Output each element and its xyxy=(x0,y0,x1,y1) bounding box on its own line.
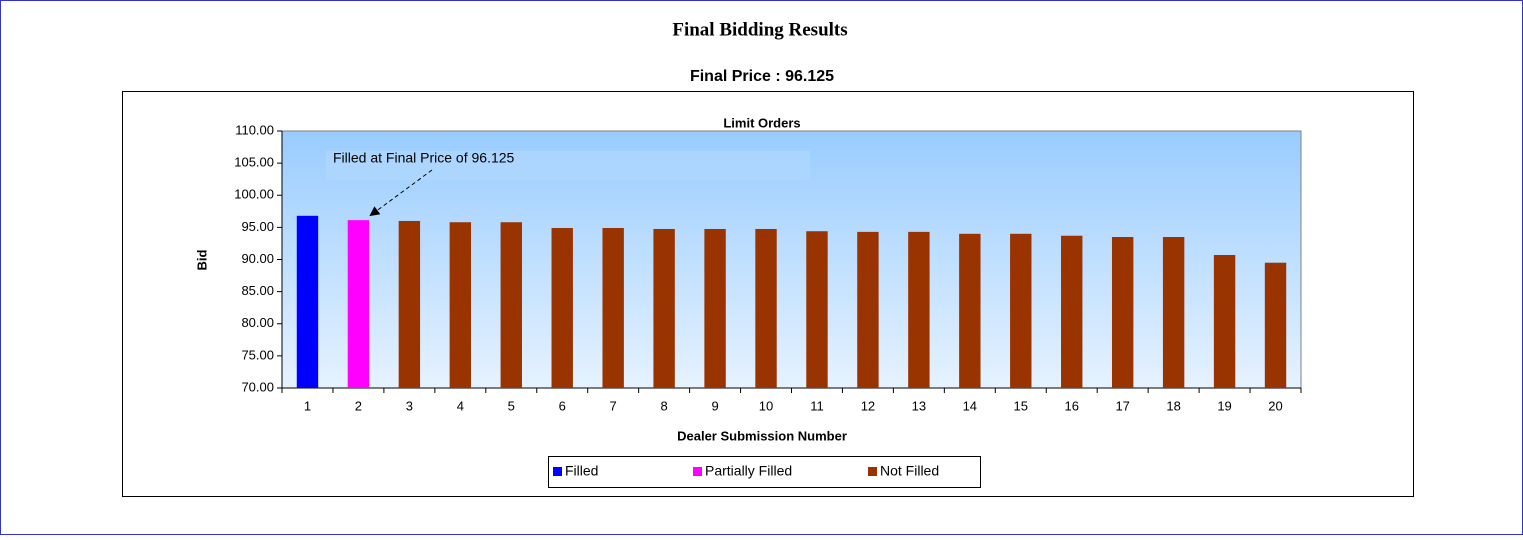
legend xyxy=(548,456,981,488)
y-tick-label: 95.00 xyxy=(241,219,274,234)
bar xyxy=(806,231,828,388)
bar xyxy=(1061,235,1083,388)
x-tick-label: 9 xyxy=(711,398,718,413)
y-tick-label: 80.00 xyxy=(241,315,274,330)
x-tick-label: 14 xyxy=(963,398,977,413)
x-tick-label: 13 xyxy=(912,398,926,413)
bar xyxy=(449,222,472,388)
chart-subtitle: Final Price : 96.125 xyxy=(690,68,834,85)
x-tick-label: 1 xyxy=(304,398,311,413)
bar xyxy=(959,233,981,388)
bar xyxy=(296,215,319,388)
x-tick-label: 2 xyxy=(355,398,362,413)
legend-swatch xyxy=(553,467,562,476)
legend-label: Filled xyxy=(565,463,598,479)
legend-label: Partially Filled xyxy=(705,463,792,479)
x-tick-label: 5 xyxy=(508,398,515,413)
x-tick-label: 20 xyxy=(1268,398,1282,413)
bar xyxy=(1010,233,1032,388)
x-axis-label: Dealer Submission Number xyxy=(677,428,847,443)
bar xyxy=(653,228,675,388)
legend-swatch xyxy=(693,467,702,476)
y-axis-label: Bid xyxy=(194,249,209,270)
x-tick-label: 16 xyxy=(1064,398,1078,413)
x-tick-label: 3 xyxy=(406,398,413,413)
x-tick-label: 10 xyxy=(759,398,773,413)
bar xyxy=(1264,262,1287,388)
x-tick-label: 18 xyxy=(1166,398,1180,413)
bar xyxy=(551,228,573,388)
y-tick-label: 105.00 xyxy=(234,155,274,170)
y-tick-label: 75.00 xyxy=(241,347,274,362)
x-tick-label: 6 xyxy=(559,398,566,413)
bar xyxy=(1111,237,1134,388)
x-tick-label: 11 xyxy=(810,398,824,413)
y-tick-label: 85.00 xyxy=(241,283,274,298)
legend-swatch xyxy=(868,467,877,476)
x-tick-label: 15 xyxy=(1014,398,1028,413)
legend-label: Not Filled xyxy=(880,463,939,479)
y-tick-label: 70.00 xyxy=(241,379,274,394)
annotation: Filled at Final Price of 96.125 xyxy=(333,150,515,166)
x-tick-label: 8 xyxy=(661,398,668,413)
x-tick-label: 4 xyxy=(457,398,464,413)
bar xyxy=(704,228,726,388)
bar xyxy=(398,220,421,388)
y-tick-label: 90.00 xyxy=(241,251,274,266)
bar xyxy=(857,231,879,388)
chart-title: Limit Orders xyxy=(723,115,800,130)
y-tick-label: 100.00 xyxy=(234,187,274,202)
bar xyxy=(755,228,777,388)
annotation-box xyxy=(326,151,810,180)
annotation-arrow xyxy=(369,169,433,217)
bar xyxy=(1213,255,1236,388)
x-tick-label: 17 xyxy=(1115,398,1129,413)
x-tick-label: 7 xyxy=(610,398,617,413)
bar xyxy=(500,222,522,388)
y-tick-label: 110.00 xyxy=(235,122,274,137)
bar xyxy=(602,228,624,388)
bar xyxy=(908,231,930,388)
page-title: Final Bidding Results xyxy=(672,19,847,40)
bar xyxy=(1162,237,1185,388)
x-tick-label: 12 xyxy=(861,398,875,413)
bar xyxy=(347,220,370,388)
x-tick-label: 19 xyxy=(1217,398,1231,413)
